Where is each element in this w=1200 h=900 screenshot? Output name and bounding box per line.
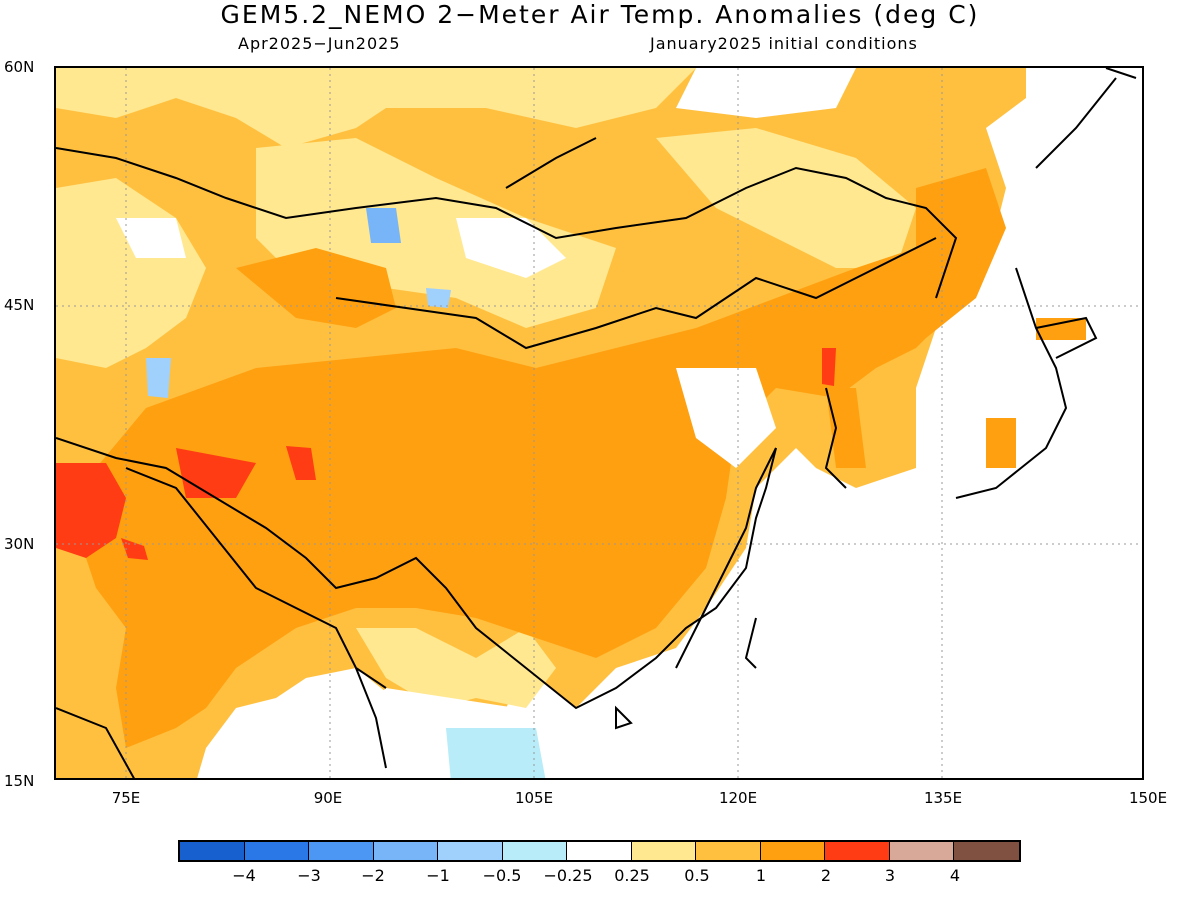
colorbar [178, 840, 1021, 862]
lon-label-90e: 90E [313, 789, 343, 807]
lon-label-135e: 135E [923, 789, 963, 807]
anomaly-orange-core [76, 238, 956, 748]
colorbar-label: 2 [820, 866, 832, 885]
korea-coast [824, 387, 847, 489]
china-south-border [56, 437, 777, 710]
colorbar-label: −4 [232, 866, 256, 885]
anomaly-neutral-east-sea [676, 368, 776, 468]
anomaly-blue-small-2 [146, 358, 171, 398]
colorbar-label: −3 [297, 866, 321, 885]
lon-label-105e: 105E [514, 789, 554, 807]
baikal [505, 137, 597, 189]
lat-label-30n: 30N [4, 535, 35, 553]
colorbar-swatch [889, 842, 954, 860]
grid-lines [56, 68, 1142, 778]
kamchatka [1105, 68, 1137, 79]
bengal-coast [355, 667, 387, 769]
lon-label-75e: 75E [111, 789, 141, 807]
map-area [54, 66, 1144, 780]
colorbar-swatch [438, 842, 503, 860]
hainan [615, 705, 633, 730]
colorbar-swatch [631, 842, 696, 860]
initial-conditions: January2025 initial conditions [650, 34, 918, 53]
anomaly-orange-japan-south [986, 418, 1016, 468]
anomaly-orange-korea [826, 388, 866, 468]
colorbar-label: 3 [884, 866, 896, 885]
colorbar-swatch [696, 842, 761, 860]
anomaly-lightyellow-ne [656, 128, 916, 268]
anomaly-red-india [121, 538, 148, 560]
lat-label-15n: 15N [4, 772, 35, 790]
anomaly-orange-northeast [916, 168, 1006, 338]
map-title: GEM5.2_NEMO 2−Meter Air Temp. Anomalies … [220, 0, 980, 29]
lat-label-60n: 60N [4, 58, 35, 76]
hokkaido [1035, 316, 1098, 359]
lon-label-150e: 150E [1128, 789, 1168, 807]
anomaly-blue-lake [366, 208, 401, 243]
colorbar-swatch [309, 842, 374, 860]
russia-border [56, 147, 958, 299]
anomaly-orange-japan [1036, 318, 1086, 340]
anomaly-map [56, 68, 1142, 778]
anomaly-blue-small-1 [426, 288, 451, 308]
sakhalin [1035, 77, 1117, 169]
colorbar-swatch [373, 842, 438, 860]
anomaly-lightyellow-north [56, 68, 696, 148]
anomaly-orange-north [236, 248, 396, 328]
colorbar-label: 0.5 [684, 866, 710, 885]
anomaly-red-korea [822, 348, 836, 386]
colorbar-swatch [502, 842, 567, 860]
mongolia-border [335, 237, 937, 350]
colorbar-label: −2 [361, 866, 385, 885]
taiwan [744, 617, 757, 669]
east-coast [675, 447, 777, 669]
colorbar-swatch [567, 842, 632, 860]
lat-label-45n: 45N [4, 296, 35, 314]
india-coast [56, 707, 135, 778]
colorbar-label: 1 [755, 866, 767, 885]
colorbar-swatch [825, 842, 890, 860]
himalaya-border [125, 467, 387, 689]
anomaly-red-tibet-2 [286, 446, 316, 480]
colorbar-label: −0.5 [482, 866, 522, 885]
anomaly-red-west [56, 463, 126, 558]
colorbar-label: 0.25 [614, 866, 650, 885]
anomaly-lightblue-thailand [446, 728, 546, 778]
forecast-period: Apr2025−Jun2025 [238, 34, 401, 53]
coastline-borders [56, 68, 1137, 778]
colorbar-swatch [244, 842, 309, 860]
colorbar-label: −0.25 [543, 866, 593, 885]
colorbar-swatch [180, 842, 245, 860]
lon-label-120e: 120E [718, 789, 758, 807]
colorbar-swatch [954, 842, 1019, 860]
anomaly-lightyellow-south [356, 628, 556, 708]
colorbar-swatch [760, 842, 825, 860]
colorbar-label: −1 [426, 866, 450, 885]
anomaly-neutral-kazakh [116, 218, 186, 258]
anomaly-neutral-mongolia [456, 218, 566, 278]
anomaly-neutral-siberia [676, 68, 856, 118]
colorbar-label: 4 [949, 866, 961, 885]
